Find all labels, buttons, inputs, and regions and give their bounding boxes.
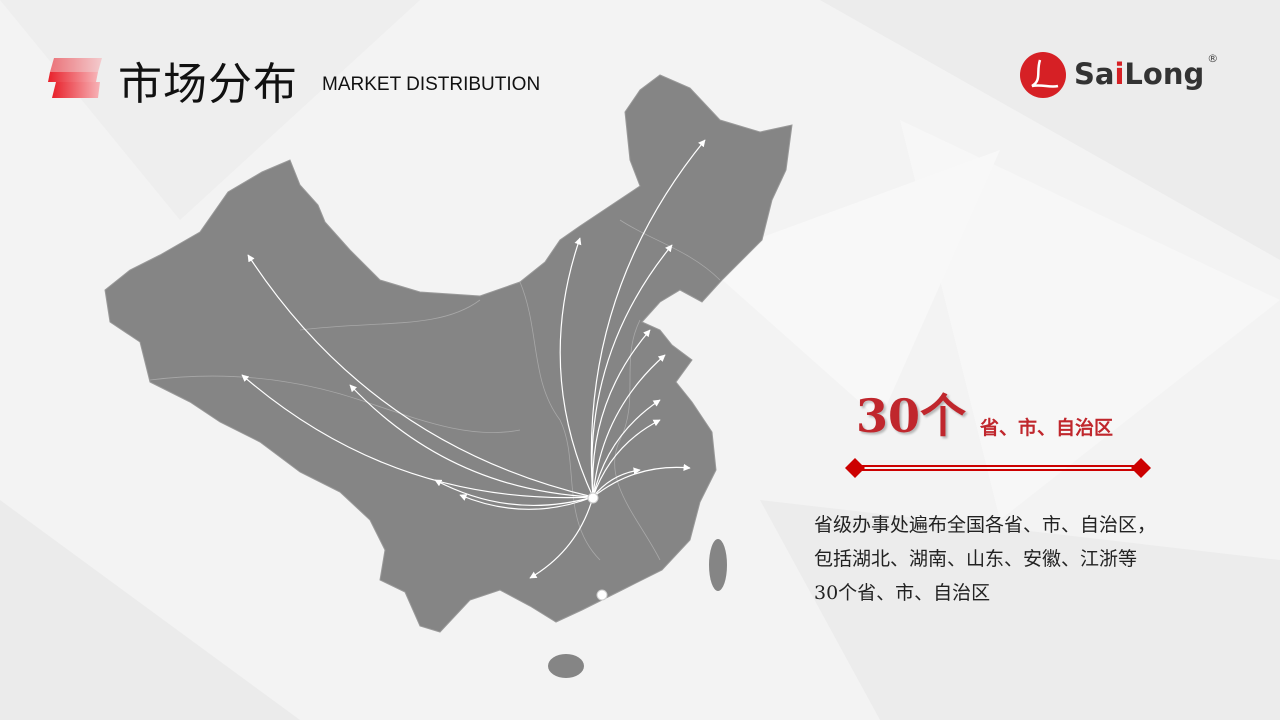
distribution-arrow	[592, 419, 661, 498]
distribution-arrow	[592, 399, 661, 498]
origin-marker	[587, 492, 599, 504]
registered-mark: ®	[1207, 52, 1219, 65]
taiwan	[709, 539, 727, 591]
location-marker	[596, 589, 608, 601]
distribution-arrow	[434, 479, 594, 507]
distribution-arrow	[247, 254, 594, 498]
hainan	[548, 654, 584, 678]
distribution-arrow	[592, 467, 641, 498]
decorative-divider	[845, 458, 1151, 478]
description-line: 30个省、市、自治区	[814, 582, 991, 604]
red-stripes-icon	[48, 58, 102, 98]
description: 省级办事处遍布全国各省、市、自治区， 包括湖北、湖南、山东、安徽、江浙等 30个…	[814, 508, 1234, 610]
sailong-logo-icon	[1020, 52, 1066, 98]
distribution-arrow	[349, 384, 594, 498]
description-line: 包括湖北、湖南、山东、安徽、江浙等	[814, 548, 1138, 570]
province-count: 30个	[856, 389, 967, 443]
distribution-arrow	[241, 374, 594, 499]
china-mainland	[104, 74, 793, 633]
logo-wordmark: SaiLong ®	[1074, 52, 1218, 96]
distribution-arrow	[592, 329, 651, 498]
description-line: 省级办事处遍布全国各省、市、自治区，	[814, 514, 1157, 536]
distribution-arrow	[591, 244, 673, 498]
distribution-arrow	[592, 354, 666, 498]
distribution-arrow	[459, 494, 594, 510]
page-title: 市场分布	[118, 59, 298, 110]
distribution-arrow	[529, 496, 594, 579]
distribution-arrow	[590, 139, 706, 498]
brand-name: SaiLong	[1074, 57, 1205, 91]
highlight-heading: 30个 省、市、自治区	[856, 388, 1113, 444]
province-count-unit: 省、市、自治区	[980, 417, 1114, 439]
distribution-arrow	[559, 237, 594, 498]
page-subtitle: MARKET DISTRIBUTION	[322, 74, 541, 95]
